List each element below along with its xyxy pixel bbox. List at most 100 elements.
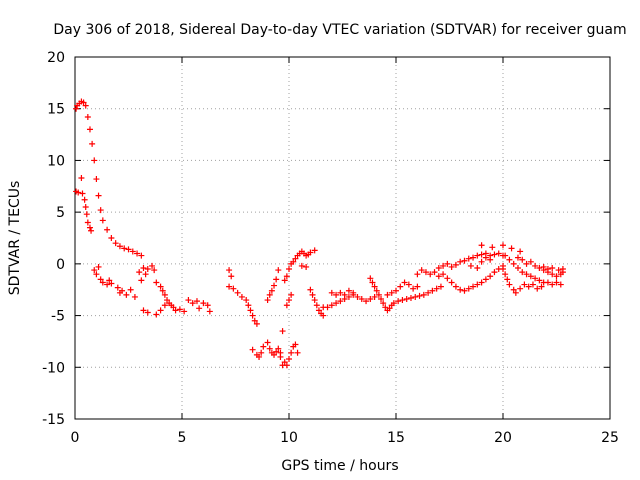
data-point — [93, 176, 100, 183]
data-point — [465, 285, 472, 292]
y-tick-label: 10 — [47, 153, 65, 169]
data-point — [386, 305, 393, 312]
data-point — [378, 296, 385, 303]
data-point — [298, 262, 305, 269]
data-point — [538, 283, 545, 290]
data-point — [540, 263, 547, 270]
x-tick-label: 20 — [494, 430, 512, 446]
data-point — [247, 307, 254, 314]
data-point — [440, 262, 447, 269]
data-point — [134, 250, 141, 257]
y-tick-label: 20 — [47, 50, 65, 66]
data-point — [78, 175, 85, 182]
data-point — [204, 302, 211, 309]
data-point — [393, 287, 399, 294]
data-point — [95, 263, 102, 270]
data-point — [108, 280, 115, 287]
data-point — [491, 269, 498, 276]
data-point — [283, 302, 290, 309]
data-point — [288, 349, 295, 356]
data-point — [437, 283, 444, 290]
data-point — [452, 261, 459, 268]
data-point — [164, 297, 171, 304]
data-point — [275, 345, 282, 352]
y-tick-label: -15 — [42, 412, 65, 428]
data-point — [234, 289, 241, 296]
data-point — [153, 279, 160, 286]
x-tick-label: 25 — [601, 430, 619, 446]
data-point — [474, 281, 481, 288]
data-point — [397, 283, 404, 290]
data-point — [440, 271, 447, 278]
data-point — [189, 300, 196, 307]
data-point — [149, 262, 156, 269]
data-point — [534, 285, 541, 292]
chart-title: Day 306 of 2018, Sidereal Day-to-day VTE… — [53, 22, 626, 38]
data-point — [142, 271, 149, 278]
gridlines — [75, 57, 610, 419]
data-point — [388, 289, 395, 296]
data-point — [97, 276, 104, 283]
data-point — [506, 256, 513, 263]
data-point — [206, 308, 213, 315]
x-axis-label: GPS time / hours — [281, 458, 398, 474]
data-point — [399, 297, 406, 304]
data-point — [461, 257, 468, 264]
data-point — [380, 300, 387, 307]
data-point — [95, 192, 102, 199]
data-point — [238, 293, 245, 300]
data-point — [444, 260, 451, 267]
data-point — [81, 196, 88, 203]
data-point — [116, 243, 123, 250]
data-point — [151, 267, 158, 274]
data-point — [131, 293, 138, 300]
data-point — [136, 269, 143, 276]
x-tick-label: 0 — [71, 430, 80, 446]
data-point — [200, 300, 207, 307]
data-point — [97, 207, 104, 214]
data-point — [482, 254, 489, 261]
data-point — [345, 287, 352, 294]
data-point — [283, 273, 290, 280]
data-point — [467, 262, 474, 269]
data-point — [478, 242, 485, 249]
data-point — [161, 291, 168, 298]
data-point — [266, 345, 273, 352]
data-point — [196, 305, 203, 312]
data-point — [226, 267, 233, 274]
data-point — [536, 264, 543, 271]
data-point — [75, 189, 82, 196]
data-point — [292, 341, 299, 348]
data-point — [138, 277, 145, 284]
data-point — [181, 308, 188, 315]
data-point — [414, 283, 421, 290]
data-point — [491, 251, 498, 258]
data-point — [452, 283, 459, 290]
data-point — [249, 312, 256, 319]
data-point — [253, 320, 260, 327]
data-point — [112, 240, 119, 247]
data-point — [140, 264, 147, 271]
data-point — [495, 250, 502, 257]
data-point — [266, 291, 273, 298]
data-point — [294, 349, 301, 356]
x-tick-label: 15 — [387, 430, 405, 446]
data-point — [333, 291, 340, 298]
data-point — [414, 271, 421, 278]
data-point — [73, 105, 80, 112]
data-point — [502, 271, 509, 278]
data-point — [273, 348, 280, 355]
data-point — [309, 291, 316, 298]
data-point — [271, 351, 278, 358]
data-point — [243, 297, 250, 304]
data-point — [144, 266, 151, 273]
data-point — [433, 285, 440, 292]
data-point — [170, 304, 177, 311]
data-point — [86, 224, 93, 231]
data-point — [193, 298, 200, 305]
data-point — [260, 343, 267, 350]
data-point — [277, 353, 284, 360]
data-point — [91, 267, 98, 274]
data-point — [320, 312, 327, 319]
